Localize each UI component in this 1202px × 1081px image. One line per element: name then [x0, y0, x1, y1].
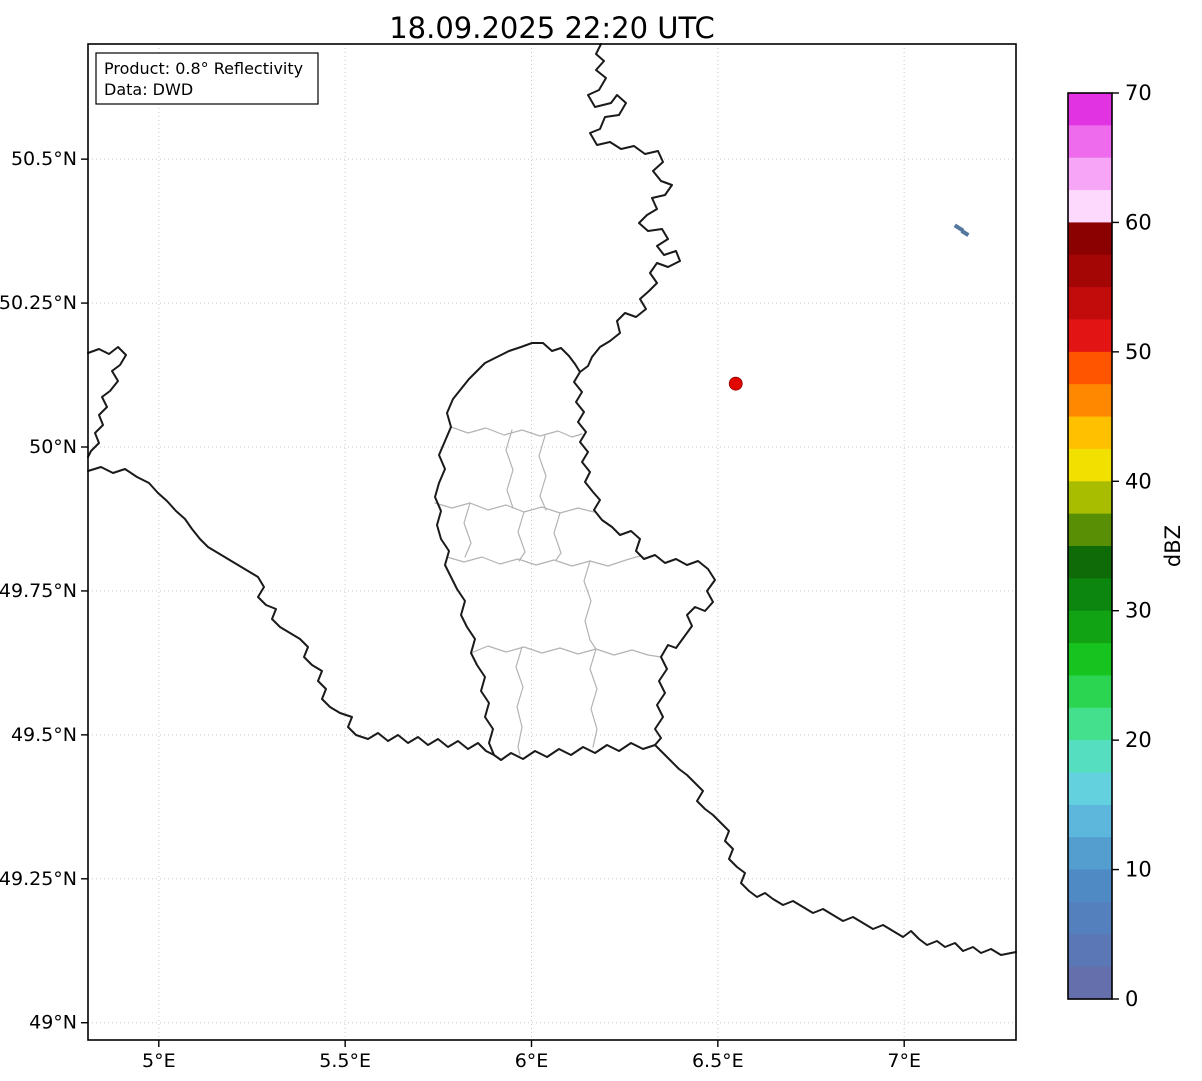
colorbar-segment [1068, 513, 1112, 547]
colorbar-segment [1068, 222, 1112, 256]
colorbar-tick-label: 60 [1125, 210, 1152, 234]
colorbar-segment [1068, 707, 1112, 741]
canton-border-line [553, 512, 562, 561]
colorbar-segment [1068, 934, 1112, 968]
border-france-belgium [87, 466, 495, 756]
y-axis-tick-label: 50°N [29, 436, 77, 458]
y-axis-tick-label: 50.5°N [11, 148, 77, 170]
colorbar-segment [1068, 901, 1112, 935]
radar-echo [953, 223, 970, 237]
axis-tick-labels: 5°E 5.5°E 6°E 6.5°E 7°E 50.5°N 50.25°N 50°N 49.7… [0, 148, 921, 1072]
x-axis-tick-label: 5.5°E [319, 1050, 371, 1072]
canton-border-line [446, 555, 641, 567]
canton-border-line [450, 426, 583, 438]
colorbar-frame [1067, 92, 1113, 1000]
y-axis-tick-label: 49.5°N [11, 724, 77, 746]
colorbar-segment [1068, 254, 1112, 288]
colorbar-segments [1068, 93, 1112, 1000]
canton-border-line [515, 646, 524, 756]
colorbar-segment [1068, 416, 1112, 450]
y-axis-tick-label: 50.25°N [0, 292, 77, 314]
colorbar-segment [1068, 869, 1112, 903]
colorbar-segment [1068, 643, 1112, 677]
y-axis-tick-label: 49.25°N [0, 868, 77, 890]
colorbar-segment [1068, 546, 1112, 579]
colorbar-axis-label: dBZ [1161, 525, 1185, 567]
colorbar-tick-label: 10 [1125, 858, 1152, 882]
x-axis-tick-label: 6.5°E [692, 1050, 744, 1072]
colorbar-segment [1068, 675, 1112, 709]
colorbar-segment [1068, 966, 1112, 1000]
colorbar-segment [1068, 157, 1112, 191]
colorbar-ticks: 0 10 20 30 40 50 60 70 [1112, 81, 1152, 1011]
axis-ticks [81, 158, 905, 1047]
legend-frame [95, 52, 319, 105]
legend-box: Product: 0.8° Reflectivity Data: DWD [95, 52, 319, 105]
colorbar-segment [1068, 837, 1112, 871]
canton-border-line [589, 648, 598, 748]
border-france-germany [654, 744, 1017, 956]
colorbar-segment [1068, 772, 1112, 806]
colorbar-segment [1068, 287, 1112, 321]
colorbar-segment [1068, 190, 1112, 224]
canton-border-line [463, 502, 472, 558]
colorbar: 0 10 20 30 40 50 60 70 dBZ [1067, 81, 1185, 1011]
colorbar-segment [1068, 448, 1112, 482]
canton-border-line [583, 560, 597, 650]
radar-site-dot [728, 376, 743, 391]
gridlines [88, 44, 1016, 1040]
border-belgium-germany [579, 43, 681, 373]
colorbar-tick-label: 20 [1125, 728, 1152, 752]
legend-data-line: Data: DWD [104, 80, 193, 99]
colorbar-segment [1068, 578, 1112, 612]
x-axis-tick-label: 7°E [887, 1050, 921, 1072]
legend-product-line: Product: 0.8° Reflectivity [104, 59, 303, 78]
colorbar-segment [1068, 384, 1112, 418]
colorbar-segment [1068, 481, 1112, 515]
canton-border-line [517, 511, 526, 562]
colorbar-segment [1068, 610, 1112, 644]
canton-border-line [505, 429, 514, 509]
colorbar-tick-label: 70 [1125, 81, 1152, 105]
colorbar-segment [1068, 740, 1112, 774]
colorbar-tick-label: 50 [1125, 340, 1152, 364]
plot-background [88, 44, 1016, 1040]
colorbar-tick-label: 40 [1125, 469, 1152, 493]
colorbar-segment [1068, 351, 1112, 385]
radar-site-marker [728, 376, 743, 391]
colorbar-segment [1068, 125, 1112, 159]
colorbar-segment [1068, 93, 1112, 126]
y-axis-tick-label: 49.75°N [0, 580, 77, 602]
canton-border-line [434, 502, 595, 514]
colorbar-tick-label: 30 [1125, 599, 1152, 623]
figure-title: 18.09.2025 22:20 UTC [389, 11, 715, 45]
colorbar-segment [1068, 319, 1112, 353]
colorbar-segment [1068, 804, 1112, 838]
country-borders [87, 43, 1017, 956]
canton-border-line [538, 435, 547, 511]
y-axis-tick-label: 49°N [29, 1012, 77, 1034]
echo-cell [960, 229, 970, 237]
x-axis-tick-label: 6°E [515, 1050, 549, 1072]
echo-cell [953, 223, 965, 233]
border-luxembourg [434, 342, 716, 761]
border-givet-salient [87, 346, 127, 458]
canton-border-line [470, 645, 662, 658]
colorbar-tick-label: 0 [1125, 987, 1138, 1011]
canton-borders [434, 426, 662, 756]
plot-frame [87, 43, 1017, 1041]
x-axis-tick-label: 5°E [142, 1050, 176, 1072]
